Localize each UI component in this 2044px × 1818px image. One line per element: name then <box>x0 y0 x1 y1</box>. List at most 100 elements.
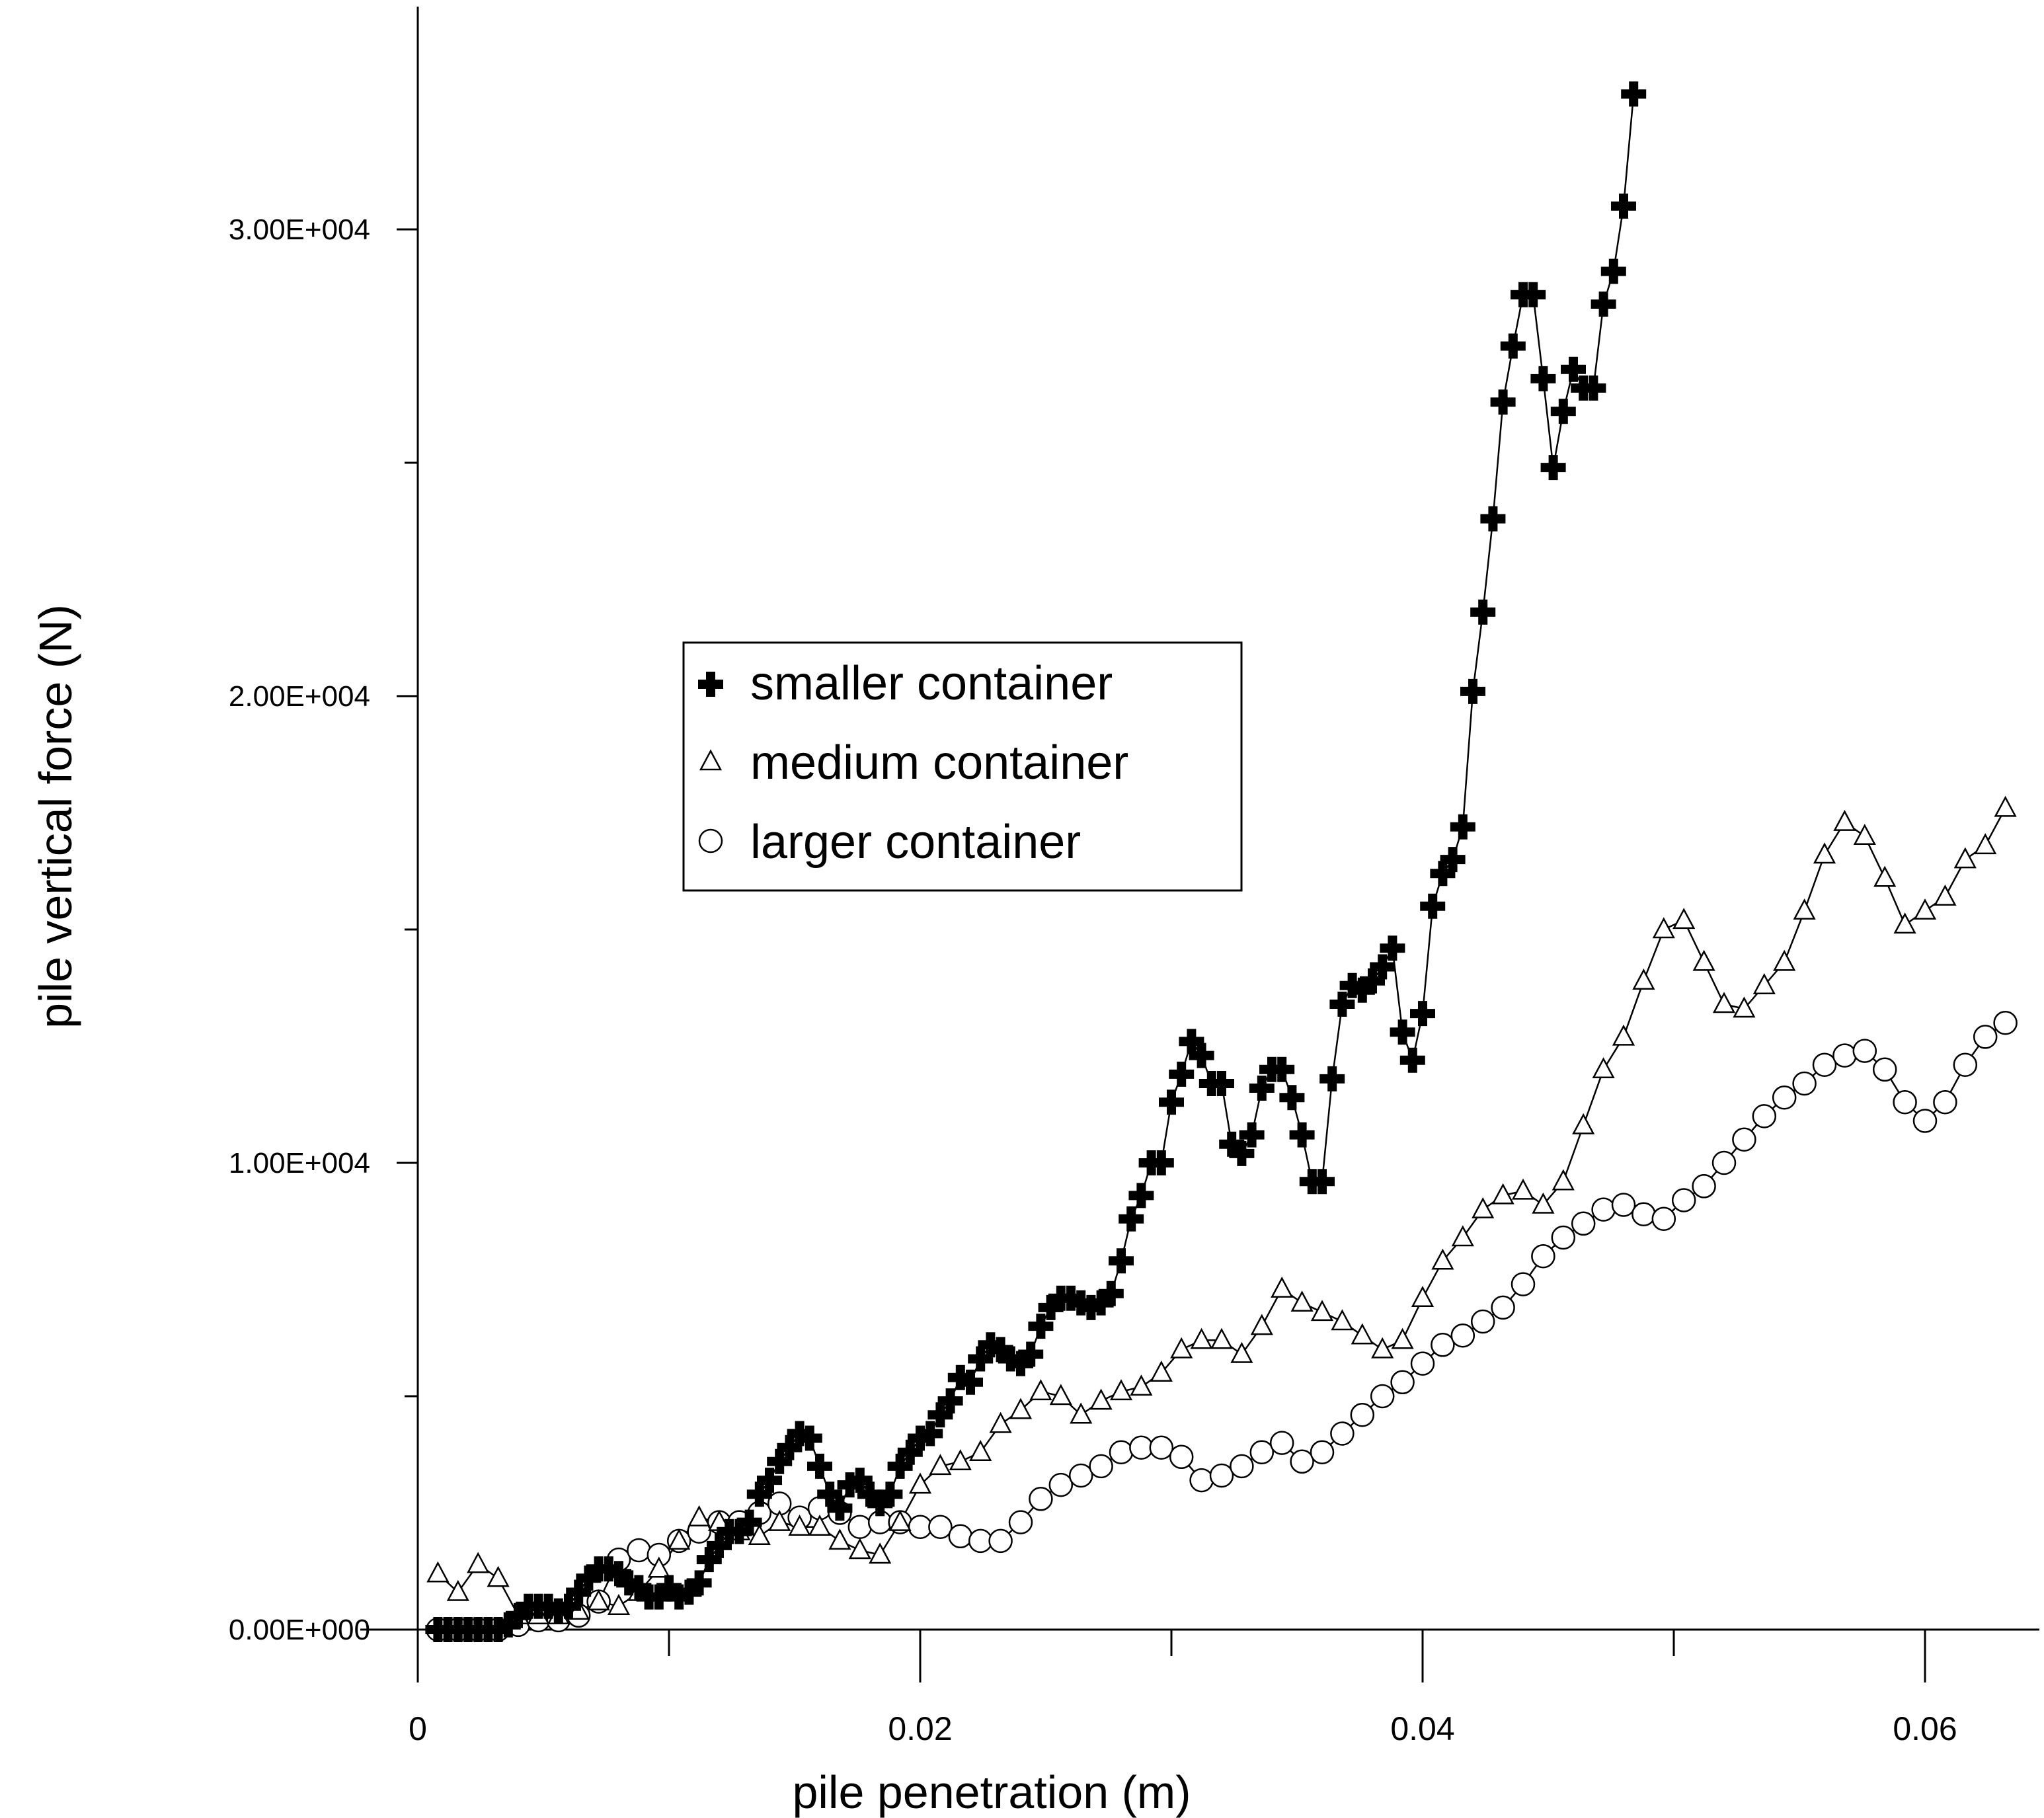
data-point <box>1894 913 1916 934</box>
legend-label-smaller: smaller container <box>750 657 1113 710</box>
data-point <box>1591 292 1616 317</box>
data-point <box>807 1453 832 1479</box>
data-point <box>908 1515 933 1539</box>
data-point <box>1209 1463 1234 1488</box>
data-point <box>1653 918 1675 939</box>
y-tick-label: 1.00E+004 <box>229 1147 370 1179</box>
x-tick-label: 0 <box>409 1710 427 1747</box>
series-line-triangle <box>437 807 2006 1617</box>
data-point <box>1249 1440 1275 1464</box>
data-point <box>1399 1047 1425 1073</box>
data-point <box>1251 1314 1273 1335</box>
data-point <box>1893 1089 1917 1115</box>
data-point <box>1029 1487 1053 1511</box>
data-point <box>1130 1375 1152 1396</box>
data-point <box>1269 1431 1294 1455</box>
data-point <box>1832 1043 1857 1068</box>
data-point <box>768 1511 791 1531</box>
data-point <box>1452 1226 1474 1247</box>
data-point <box>1792 1071 1817 1096</box>
data-point <box>1420 893 1446 919</box>
data-point <box>1310 1440 1335 1464</box>
data-point <box>1048 1472 1074 1497</box>
data-point <box>1089 1454 1113 1479</box>
data-point <box>1531 1244 1555 1269</box>
data-point <box>1633 969 1655 990</box>
data-point <box>1070 1403 1092 1424</box>
data-point <box>1149 1435 1174 1460</box>
data-point <box>1450 814 1475 840</box>
data-point <box>1953 1052 1978 1077</box>
data-point <box>1693 951 1715 971</box>
data-point <box>1852 1039 1877 1063</box>
data-point <box>1592 1058 1614 1079</box>
data-point <box>948 1524 973 1549</box>
data-point <box>1490 389 1516 415</box>
data-point <box>1159 1089 1184 1115</box>
data-point <box>1030 1380 1052 1401</box>
data-point <box>849 1538 871 1560</box>
data-point <box>1812 1052 1837 1077</box>
data-point <box>1170 1338 1193 1359</box>
data-point <box>1500 333 1526 359</box>
data-point <box>1470 599 1496 625</box>
data-point <box>1470 1309 1495 1334</box>
y-tick-label: 2.00E+004 <box>229 680 370 713</box>
data-point <box>968 1528 993 1554</box>
data-point <box>1290 1449 1314 1474</box>
data-point <box>1711 1150 1737 1175</box>
data-point <box>1370 1384 1395 1409</box>
data-point <box>1591 1197 1616 1222</box>
data-point <box>1611 193 1636 219</box>
data-point <box>1331 1310 1353 1331</box>
x-tick-label: 0.04 <box>1390 1710 1454 1747</box>
data-point <box>1410 1001 1435 1027</box>
data-point <box>1912 1109 1938 1133</box>
data-point <box>487 1567 509 1587</box>
data-point <box>627 1538 651 1563</box>
legend-label-larger: larger container <box>750 816 1081 869</box>
data-point <box>1231 1343 1253 1363</box>
data-point <box>928 1515 953 1539</box>
axes: 0.00E+000 1.00E+004 2.00E+004 3.00E+004 0 0.… <box>229 7 2039 1747</box>
data-point <box>1954 848 1977 869</box>
data-point <box>1480 506 1506 532</box>
data-point <box>1371 1338 1394 1359</box>
data-point <box>467 1552 489 1573</box>
data-point <box>1993 1010 2018 1035</box>
data-point <box>1933 1089 1957 1115</box>
data-point <box>1872 1057 1897 1082</box>
data-point <box>909 1473 931 1494</box>
data-point <box>1279 1085 1305 1111</box>
data-point <box>1169 1061 1195 1087</box>
series-points-triangle <box>427 797 2016 1625</box>
data-point <box>1460 678 1485 704</box>
data-point <box>1119 1206 1144 1232</box>
data-point <box>1008 1510 1033 1534</box>
data-point <box>1540 455 1566 481</box>
data-point <box>1511 1272 1536 1296</box>
data-point <box>1551 1225 1576 1250</box>
data-point <box>1311 1300 1333 1322</box>
data-point <box>688 1506 710 1526</box>
data-point <box>1611 1193 1636 1217</box>
data-point <box>829 1529 851 1550</box>
data-point <box>1210 1329 1233 1349</box>
data-point <box>1472 1198 1494 1218</box>
data-point <box>1621 81 1647 107</box>
x-tick-label: 0.06 <box>1893 1710 1957 1747</box>
data-point <box>427 1562 449 1583</box>
data-point <box>1974 834 1996 855</box>
data-point <box>1834 810 1856 831</box>
data-point <box>1169 1444 1194 1470</box>
data-point <box>1671 1188 1696 1212</box>
data-point <box>1319 1066 1345 1091</box>
data-point <box>447 1581 469 1601</box>
data-point <box>1813 843 1836 864</box>
data-point <box>1109 1440 1134 1464</box>
data-point <box>1512 1179 1534 1200</box>
data-point <box>1713 992 1735 1013</box>
data-point <box>1129 1435 1154 1460</box>
data-point <box>1572 1114 1594 1134</box>
